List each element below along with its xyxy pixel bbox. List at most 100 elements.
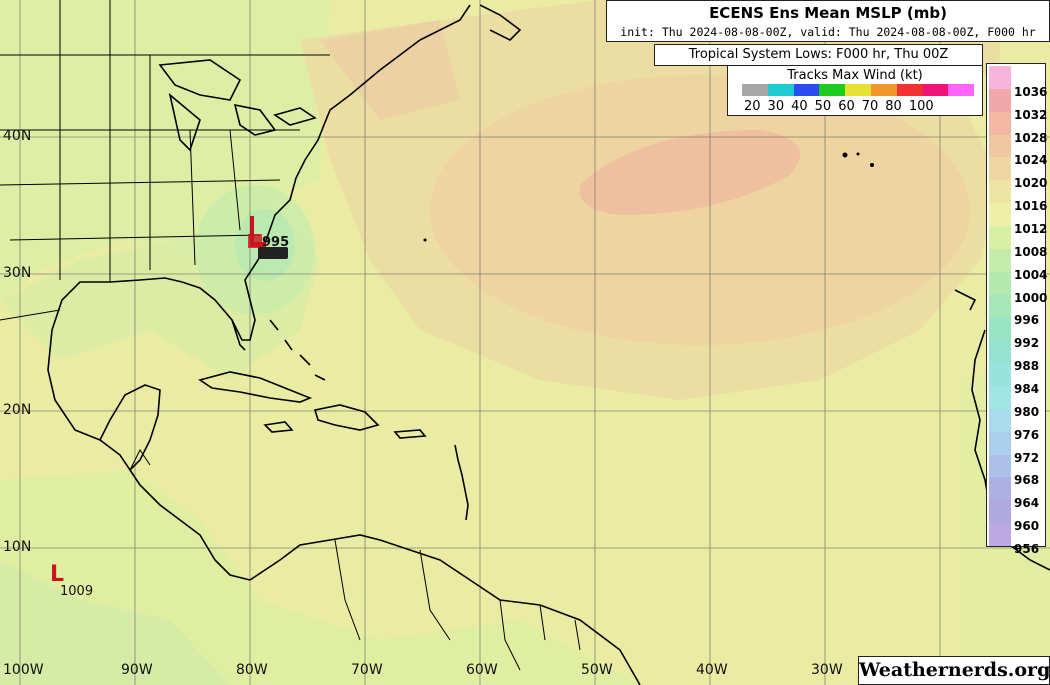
pressure-swatch [989, 271, 1011, 295]
pressure-level-976: 976 [987, 408, 1045, 442]
lat-label-40n: 40N [3, 128, 32, 144]
map-title: ECENS Ens Mean MSLP (mb) [709, 4, 947, 22]
pressure-level-992: 992 [987, 317, 1045, 350]
wind-label-60: 60 [838, 99, 855, 114]
wind-label-50: 50 [814, 99, 832, 114]
pressure-level-988: 988 [987, 340, 1045, 373]
pressure-level-1004: 1004 [987, 248, 1047, 282]
pressure-label: 992 [1014, 336, 1040, 351]
pressure-label: 988 [1014, 359, 1040, 374]
pressure-label: 1008 [1014, 244, 1048, 259]
pressure-level-984: 984 [987, 363, 1045, 396]
wind-swatch-1 [767, 84, 794, 96]
low-marker-1009: L [50, 562, 65, 587]
pressure-swatch [989, 180, 1011, 204]
pressure-swatch [989, 340, 1011, 364]
pressure-label: 972 [1014, 450, 1040, 465]
pressure-swatch [989, 500, 1011, 524]
wind-swatch-3 [819, 84, 846, 96]
wind-swatch-4 [845, 84, 871, 96]
pressure-swatch [989, 134, 1011, 158]
pressure-level-980: 980 [987, 386, 1045, 419]
pressure-label: 1000 [1014, 290, 1048, 305]
wind-label-80: 80 [885, 99, 902, 114]
wind-swatch-5 [870, 84, 897, 96]
pressure-swatch [989, 248, 1011, 272]
wind-legend-labels: 20 30 40 50 60 70 80 100 [744, 99, 941, 114]
pressure-swatch [989, 363, 1011, 386]
pressure-colorbar: 1036 1032 1028 1024 1020 1016 1012 1008 1004 1000… [986, 63, 1048, 556]
pressure-label: 960 [1014, 519, 1040, 534]
pressure-level-956: 956 [987, 523, 1045, 556]
pressure-label: 1016 [1014, 199, 1048, 214]
pressure-label: 1036 [1014, 84, 1048, 99]
low-value-cluster [258, 247, 288, 259]
pressure-swatch [989, 203, 1011, 226]
pressure-swatch [989, 477, 1011, 501]
wind-swatch-7 [922, 84, 949, 96]
low-track-cluster [248, 216, 266, 252]
pressure-label: 1028 [1014, 130, 1048, 145]
lon-label-80w: 80W [236, 662, 268, 678]
pressure-label: 976 [1014, 427, 1040, 442]
lon-label-70w: 70W [351, 662, 383, 678]
pressure-label: 1024 [1014, 153, 1048, 168]
lon-label-40w: 40W [696, 662, 728, 678]
pressure-label: 964 [1014, 496, 1040, 511]
pressure-level-1008: 1008 [987, 226, 1047, 259]
pressure-swatch [989, 66, 1011, 89]
wind-legend: Tracks Max Wind (kt) 20 30 40 50 60 70 80 100 [727, 66, 983, 116]
pressure-swatch [989, 317, 1011, 341]
pressure-swatch [989, 454, 1011, 478]
lat-label-20n: 20N [3, 402, 32, 418]
wind-swatch-0 [742, 84, 768, 96]
map-subtitle: init: Thu 2024-08-08-00Z, valid: Thu 202… [620, 25, 1036, 39]
pressure-swatch [989, 157, 1011, 181]
pressure-swatch [989, 111, 1011, 135]
wind-label-100: 100 [908, 99, 934, 114]
pressure-label: 968 [1014, 473, 1040, 488]
pressure-level-1028: 1028 [987, 111, 1047, 145]
pressure-swatch [989, 88, 1011, 112]
pressure-label: 1032 [1014, 107, 1048, 122]
wind-label-30: 30 [767, 99, 785, 114]
lon-label-50w: 50W [581, 662, 613, 678]
pressure-level-968: 968 [987, 454, 1045, 487]
pressure-label: 1004 [1014, 267, 1048, 282]
credit-label: Weathernerds.org [858, 656, 1050, 685]
lon-label-30w: 30W [811, 662, 843, 678]
lon-label-60w: 60W [466, 662, 498, 678]
pressure-swatch [989, 431, 1011, 455]
wind-swatch-6 [896, 84, 923, 96]
pressure-swatch [989, 226, 1011, 249]
title-box: ECENS Ens Mean MSLP (mb) init: Thu 2024-… [606, 0, 1050, 42]
pressure-level-1020: 1020 [987, 157, 1047, 190]
low-value-995: 995 [262, 235, 290, 250]
pressure-label: 1012 [1014, 221, 1048, 236]
wind-label-20: 20 [744, 99, 761, 114]
pressure-swatch [989, 294, 1011, 318]
wind-legend-swatches [742, 84, 975, 96]
pressure-swatch [989, 523, 1011, 546]
lon-label-100w: 100W [3, 662, 44, 678]
wind-label-40: 40 [791, 99, 808, 114]
low-value-1009: 1009 [60, 584, 94, 599]
pressure-level-1000: 1000 [987, 271, 1047, 305]
pressure-level-1016: 1016 [987, 180, 1047, 213]
pressure-swatch [989, 408, 1011, 432]
pressure-level-964: 964 [987, 477, 1045, 510]
pressure-level-1032: 1032 [987, 88, 1047, 122]
lon-label-90w: 90W [121, 662, 153, 678]
wind-swatch-8 [948, 84, 975, 96]
pressure-level-1036: 1036 [987, 66, 1047, 99]
pressure-label: 956 [1014, 541, 1040, 556]
pressure-label: 980 [1014, 404, 1040, 419]
pressure-label: 984 [1014, 381, 1040, 396]
pressure-level-1012: 1012 [987, 203, 1047, 236]
wind-label-70: 70 [861, 99, 879, 114]
pressure-level-960: 960 [987, 500, 1045, 533]
lat-label-30n: 30N [3, 265, 32, 281]
lat-label-10n: 10N [3, 539, 32, 555]
pressure-label: 1020 [1014, 176, 1048, 191]
wind-swatch-2 [793, 84, 820, 96]
